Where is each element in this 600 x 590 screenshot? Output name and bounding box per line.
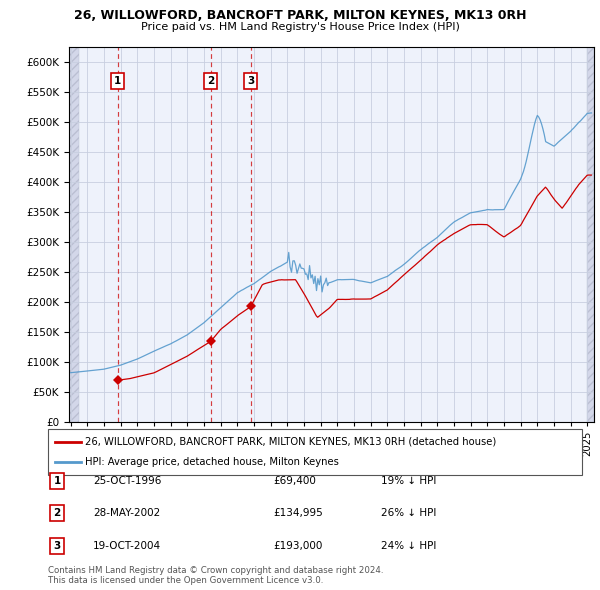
- Bar: [587, 47, 594, 422]
- Bar: [69, 47, 79, 422]
- Text: £134,995: £134,995: [273, 509, 323, 518]
- Text: Price paid vs. HM Land Registry's House Price Index (HPI): Price paid vs. HM Land Registry's House …: [140, 22, 460, 32]
- Text: 25-OCT-1996: 25-OCT-1996: [93, 476, 161, 486]
- Text: HPI: Average price, detached house, Milton Keynes: HPI: Average price, detached house, Milt…: [85, 457, 339, 467]
- Text: £69,400: £69,400: [273, 476, 316, 486]
- Text: 19-OCT-2004: 19-OCT-2004: [93, 541, 161, 550]
- Text: 28-MAY-2002: 28-MAY-2002: [93, 509, 160, 518]
- Text: 2: 2: [53, 509, 61, 518]
- Text: 19% ↓ HPI: 19% ↓ HPI: [381, 476, 436, 486]
- Text: 2: 2: [207, 76, 214, 86]
- Text: £193,000: £193,000: [273, 541, 322, 550]
- Text: 26, WILLOWFORD, BANCROFT PARK, MILTON KEYNES, MK13 0RH: 26, WILLOWFORD, BANCROFT PARK, MILTON KE…: [74, 9, 526, 22]
- Text: 1: 1: [53, 476, 61, 486]
- Text: 24% ↓ HPI: 24% ↓ HPI: [381, 541, 436, 550]
- Text: Contains HM Land Registry data © Crown copyright and database right 2024.
This d: Contains HM Land Registry data © Crown c…: [48, 566, 383, 585]
- Text: 3: 3: [53, 541, 61, 550]
- Text: 26% ↓ HPI: 26% ↓ HPI: [381, 509, 436, 518]
- Text: 3: 3: [247, 76, 254, 86]
- Text: 1: 1: [114, 76, 121, 86]
- Text: 26, WILLOWFORD, BANCROFT PARK, MILTON KEYNES, MK13 0RH (detached house): 26, WILLOWFORD, BANCROFT PARK, MILTON KE…: [85, 437, 496, 447]
